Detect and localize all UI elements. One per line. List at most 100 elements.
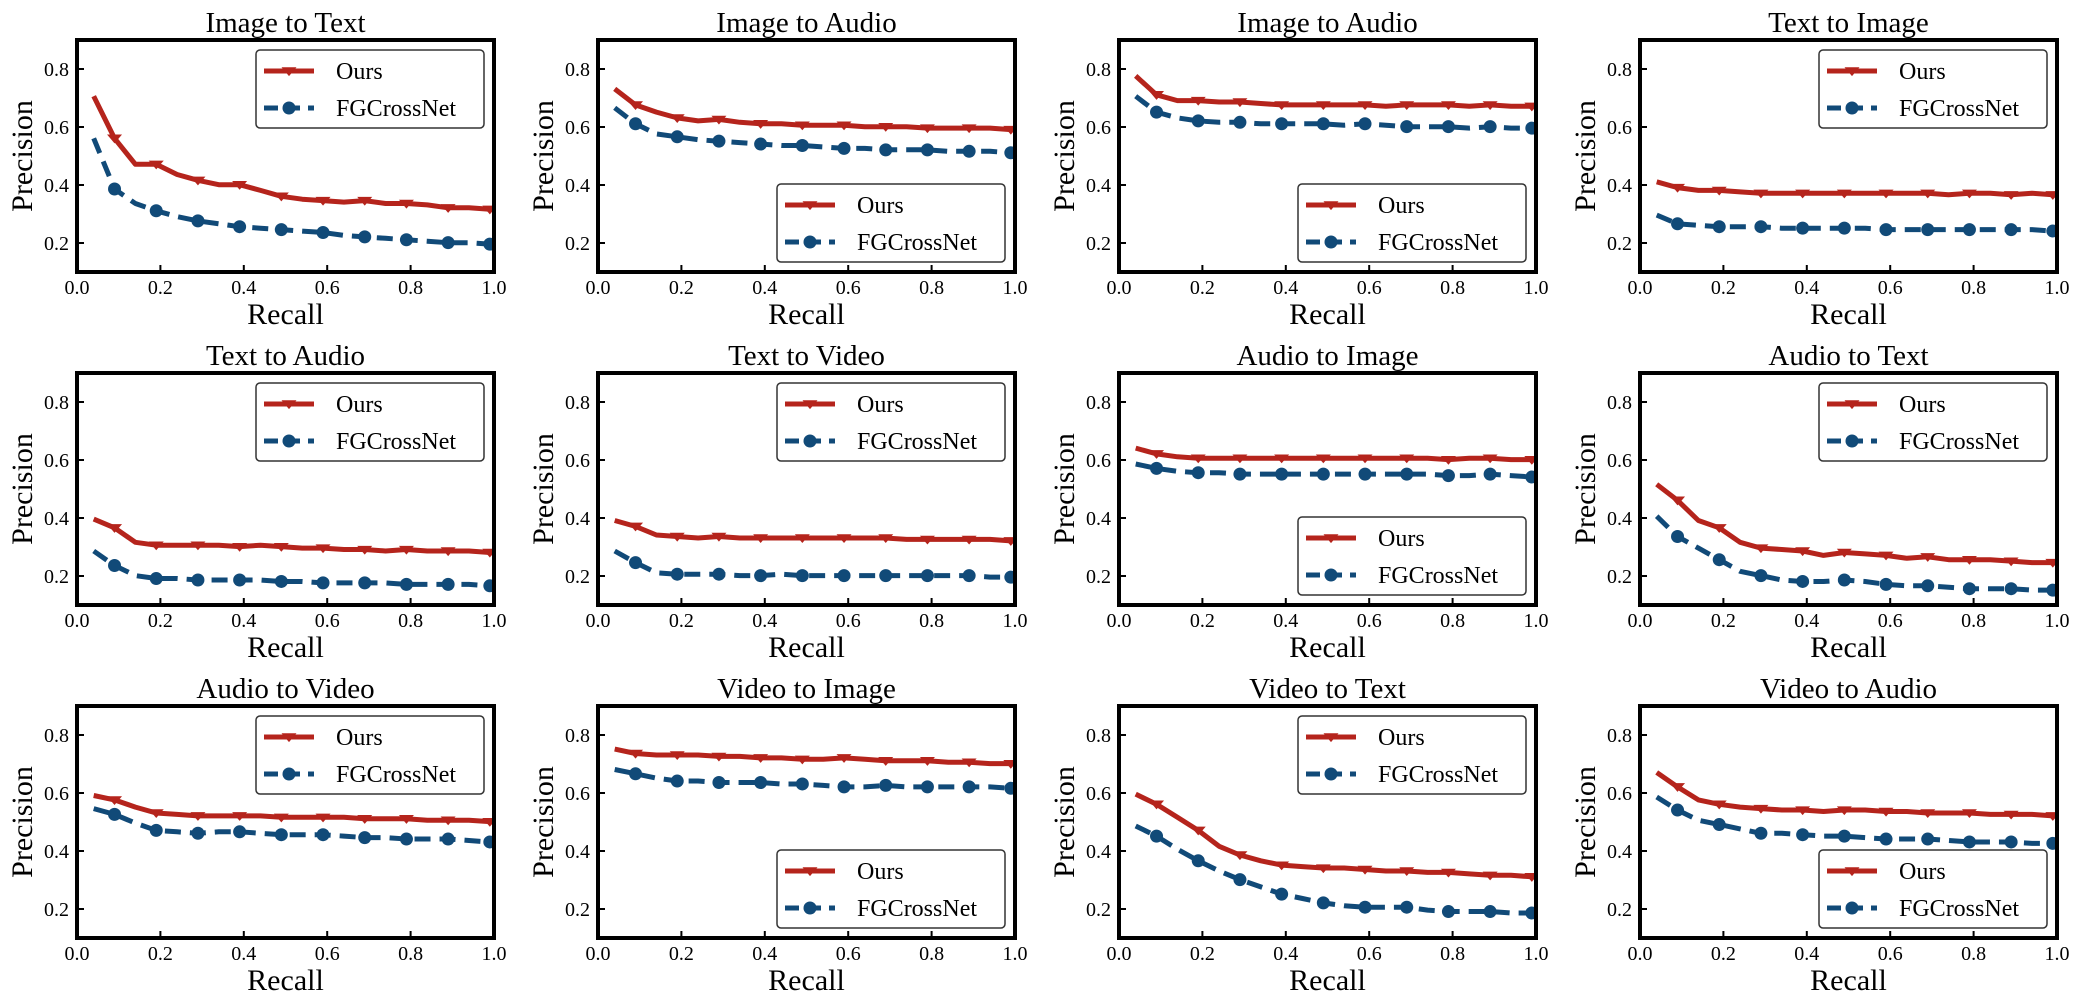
- chart-title: Video to Text: [1249, 673, 1406, 705]
- y-tick-label: 0.8: [565, 392, 590, 414]
- data-point: [273, 542, 289, 552]
- data-point: [1003, 537, 1015, 546]
- data-point: [670, 774, 684, 788]
- data-point: [1482, 101, 1498, 110]
- series-ours: [1655, 770, 2057, 821]
- legend-label: FGCrossNet: [857, 429, 977, 455]
- series-fgcrossnet-line: [613, 105, 1011, 156]
- data-point: [1795, 547, 1811, 557]
- plot-area: [1135, 445, 1536, 484]
- data-point: [795, 569, 809, 583]
- chart-title: Text to Audio: [206, 340, 365, 372]
- y-tick-label: 0.6: [1607, 783, 1632, 805]
- data-point: [1754, 220, 1768, 234]
- chart-title: Video to Audio: [1760, 673, 1937, 705]
- data-point: [669, 751, 685, 761]
- series-ours: [1134, 791, 1536, 882]
- series-fgcrossnet-line: [1135, 461, 1532, 480]
- chart-12: Video to Audio 0.0 0.2 0.4 0.6 0.8 1.0 0.2 0.4 0.…: [1569, 673, 2070, 997]
- plot-frame: [1117, 704, 1538, 940]
- plot-frame: [75, 704, 496, 940]
- legend-label: FGCrossNet: [1899, 429, 2019, 455]
- data-point: [108, 559, 122, 572]
- x-tick-label: 0.2: [1190, 277, 1215, 299]
- y-tick-label: 0.8: [44, 392, 69, 414]
- x-axis-label: Recall: [1289, 298, 1366, 331]
- data-point: [836, 534, 852, 544]
- y-tick-label: 0.6: [44, 783, 69, 805]
- plot-frame: [596, 371, 1017, 607]
- legend-entry-fgcrossnet: FGCrossNet: [1827, 96, 2019, 122]
- data-point: [483, 237, 494, 251]
- data-point: [357, 545, 373, 555]
- data-point: [1878, 807, 1894, 817]
- data-point: [1879, 223, 1893, 237]
- data-point: [1921, 832, 1935, 846]
- legend-marker: [1323, 534, 1339, 544]
- y-tick-label: 0.6: [1607, 450, 1632, 472]
- data-point: [1483, 120, 1497, 134]
- series-ours-line: [613, 86, 1011, 133]
- data-point: [754, 776, 768, 789]
- data-point: [1357, 865, 1373, 875]
- x-tick-label: 0.2: [669, 943, 694, 965]
- y-tick-label: 0.8: [1607, 59, 1632, 81]
- legend-marker: [1323, 201, 1339, 211]
- data-point: [233, 220, 247, 234]
- chart-5: Text to Audio 0.0 0.2 0.4 0.6 0.8 1.0 0.2 0.4 0.6…: [6, 340, 507, 664]
- x-tick-label: 0.8: [1440, 610, 1465, 632]
- x-tick-label: 0.0: [1107, 610, 1132, 632]
- x-tick-label: 1.0: [482, 277, 507, 299]
- data-point: [483, 835, 494, 849]
- data-point: [1879, 577, 1893, 591]
- data-point: [108, 182, 122, 196]
- y-tick-label: 0.6: [565, 117, 590, 139]
- legend-entry-fgcrossnet: FGCrossNet: [264, 762, 456, 788]
- x-tick-label: 0.2: [1190, 943, 1215, 965]
- legend: Ours FGCrossNet: [1297, 715, 1527, 795]
- data-point: [1232, 98, 1248, 108]
- data-point: [1315, 101, 1331, 110]
- data-point: [1358, 900, 1372, 914]
- data-point: [441, 236, 455, 250]
- plot-area: [614, 746, 1015, 795]
- y-tick-label: 0.6: [1607, 117, 1632, 139]
- data-point: [357, 196, 373, 206]
- series-ours: [1134, 74, 1536, 112]
- plot-frame: [1117, 38, 1538, 274]
- data-point: [1837, 221, 1851, 235]
- data-point: [1754, 826, 1768, 840]
- legend-marker: [1324, 235, 1338, 249]
- plot-area: [1655, 770, 2057, 850]
- x-tick-label: 0.6: [315, 943, 340, 965]
- data-point: [1358, 467, 1372, 481]
- data-point: [233, 573, 247, 587]
- data-point: [1232, 454, 1248, 464]
- series-ours: [92, 516, 494, 558]
- series-fgcrossnet: [91, 137, 494, 251]
- plot-area: [1134, 791, 1536, 920]
- legend-entry-fgcrossnet: FGCrossNet: [1827, 429, 2019, 455]
- data-point: [273, 192, 289, 202]
- data-point: [2003, 557, 2019, 567]
- plot-area: [1654, 482, 2057, 597]
- data-point: [1796, 828, 1810, 842]
- x-tick-label: 0.0: [65, 943, 90, 965]
- legend: Ours FGCrossNet: [776, 183, 1006, 263]
- data-point: [2045, 191, 2057, 200]
- legend-label: FGCrossNet: [1899, 96, 2019, 122]
- plot-frame: [1638, 371, 2059, 607]
- series-ours-line: [1655, 770, 2053, 819]
- data-point: [1149, 91, 1165, 100]
- x-tick-label: 0.2: [148, 277, 173, 299]
- chart-title: Audio to Video: [196, 673, 374, 705]
- data-point: [712, 134, 726, 148]
- y-tick-label: 0.4: [44, 175, 69, 197]
- data-point: [190, 176, 206, 186]
- legend-label: Ours: [336, 392, 383, 418]
- x-tick-label: 1.0: [1524, 277, 1549, 299]
- data-point: [316, 226, 330, 239]
- y-tick-label: 0.6: [1086, 117, 1111, 139]
- y-axis-label: Precision: [1569, 433, 1602, 545]
- x-tick-label: 1.0: [1003, 943, 1028, 965]
